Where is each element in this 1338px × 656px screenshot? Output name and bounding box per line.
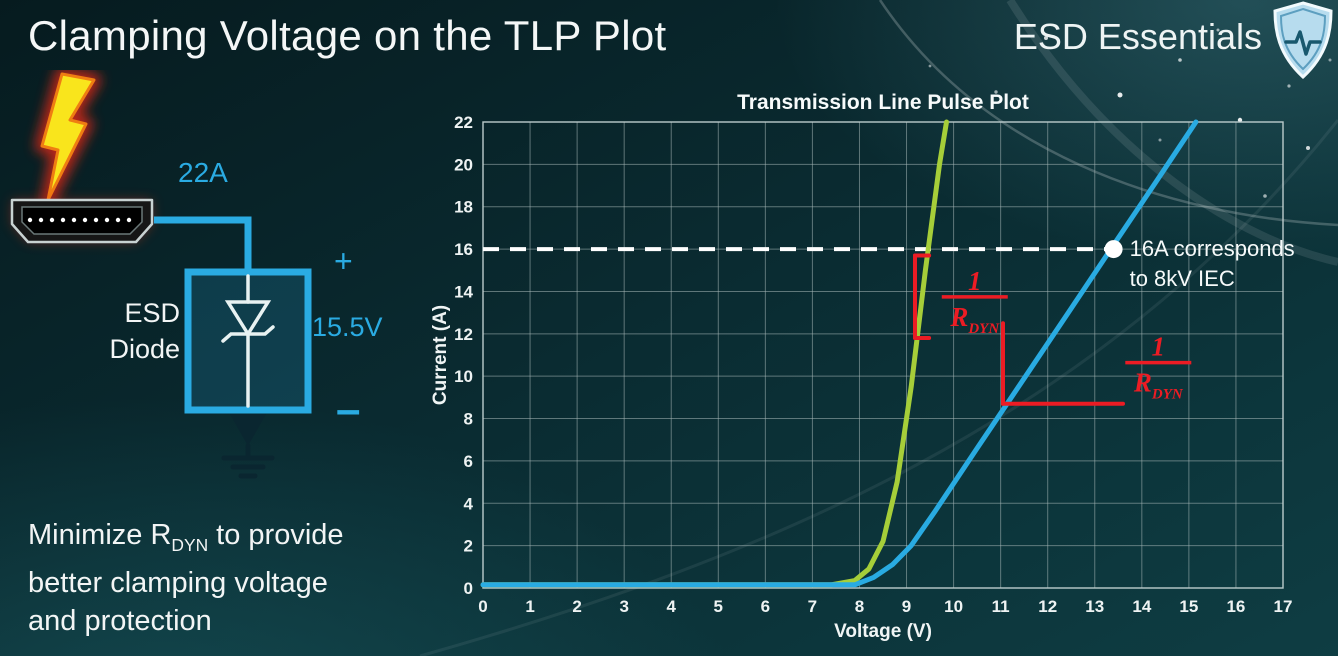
x-tick-label: 15 (1179, 597, 1198, 616)
earth-ground-icon (221, 414, 275, 479)
surge-current-label: 22A (178, 157, 228, 188)
low-rdyn-diode-green-curve (480, 119, 949, 588)
x-tick-label: 1 (525, 597, 534, 616)
footnote-pre: Minimize R (28, 519, 172, 551)
connector-pins (27, 217, 132, 223)
x-tick-label: 6 (761, 597, 770, 616)
x-tick-label: 4 (667, 597, 677, 616)
footnote-line1: Minimize RDYN to provide (28, 516, 344, 564)
brand-name: ESD Essentials (1013, 16, 1262, 57)
decor-swoosh (878, 0, 1338, 227)
y-tick-label: 0 (464, 579, 473, 598)
esd-diode-box (184, 268, 312, 414)
chart-title: Transmission Line Pulse Plot (737, 91, 1029, 114)
device-label-line2: Diode (109, 334, 180, 364)
x-tick-label: 14 (1132, 597, 1151, 616)
x-axis-label: Voltage (V) (834, 621, 932, 642)
fraction-denominator: RDYN (949, 302, 1000, 337)
x-tick-label: 7 (808, 597, 817, 616)
y-tick-label: 16 (454, 240, 473, 259)
threshold-marker-dot (1104, 240, 1123, 259)
x-tick-label: 10 (944, 597, 963, 616)
footnote-subscript: DYN (171, 534, 209, 555)
clamp-voltage-label: 15.5V (312, 312, 383, 342)
x-tick-label: 12 (1038, 597, 1057, 616)
y-tick-label: 4 (464, 494, 474, 513)
device-label-line1: ESD (124, 298, 180, 328)
lightning-bolt-icon (35, 70, 101, 207)
footnote-post: to provide (208, 519, 344, 551)
surge-wire (154, 216, 252, 272)
x-tick-label: 3 (619, 597, 628, 616)
minus-sign: – (336, 385, 360, 434)
plus-sign: + (334, 243, 353, 279)
x-tick-label: 8 (855, 597, 864, 616)
y-axis-label: Current (A) (430, 305, 451, 405)
x-tick-label: 11 (992, 597, 1010, 616)
footnote-line3: and protection (28, 604, 212, 637)
footnote-line2: better clamping voltage (28, 566, 328, 599)
fraction-numerator: 1 (1152, 332, 1166, 362)
x-tick-label: 2 (572, 597, 581, 616)
x-tick-label: 5 (714, 597, 723, 616)
x-tick-label: 13 (1085, 597, 1104, 616)
y-tick-label: 10 (454, 367, 473, 386)
high-rdyn-diode-blue-curve (480, 119, 1199, 588)
rdyn-slope-blue-curve (1001, 321, 1125, 406)
x-tick-label: 9 (902, 597, 911, 616)
shield-pulse-icon (1273, 1, 1333, 80)
page-title: Clamping Voltage on the TLP Plot (28, 12, 667, 59)
esd-circuit-diagram: 22A ESD Diode + 15.5V – (10, 70, 383, 479)
y-tick-label: 6 (464, 452, 473, 471)
threshold-label-line1: 16A corresponds (1130, 236, 1295, 261)
x-tick-label: 16 (1226, 597, 1245, 616)
plot-border (482, 121, 1284, 589)
y-tick-label: 20 (454, 155, 473, 174)
hdmi-connector-icon (10, 198, 154, 244)
zener-diode-icon (221, 274, 275, 408)
fraction-numerator: 1 (968, 266, 982, 296)
footnote: Minimize RDYN to provide better clamping… (28, 516, 344, 640)
y-tick-label: 2 (464, 537, 473, 556)
decor-swoosh (419, 119, 1338, 656)
y-tick-label: 18 (454, 198, 473, 217)
y-tick-label: 22 (454, 113, 473, 132)
decor-swoosh (1006, 0, 1338, 266)
x-tick-label: 17 (1274, 597, 1293, 616)
y-tick-label: 12 (454, 325, 473, 344)
fraction-denominator: RDYN (1133, 368, 1184, 403)
rdyn-fraction-blue-curve: 1 RDYN (1125, 332, 1192, 403)
rdyn-fraction-green-curve: 1 RDYN (941, 266, 1008, 337)
y-tick-label: 8 (464, 410, 473, 429)
tlp-chart: 0 1 2 3 4 5 6 7 8 9 10 11 12 13 14 15 16 1702468101214161… (430, 91, 1295, 642)
threshold-label-line2: to 8kV IEC (1130, 266, 1235, 291)
y-tick-label: 14 (454, 282, 473, 301)
x-tick-label: 0 (478, 597, 487, 616)
decor-dots (928, 28, 1332, 198)
rdyn-slope-green-curve (913, 253, 932, 341)
